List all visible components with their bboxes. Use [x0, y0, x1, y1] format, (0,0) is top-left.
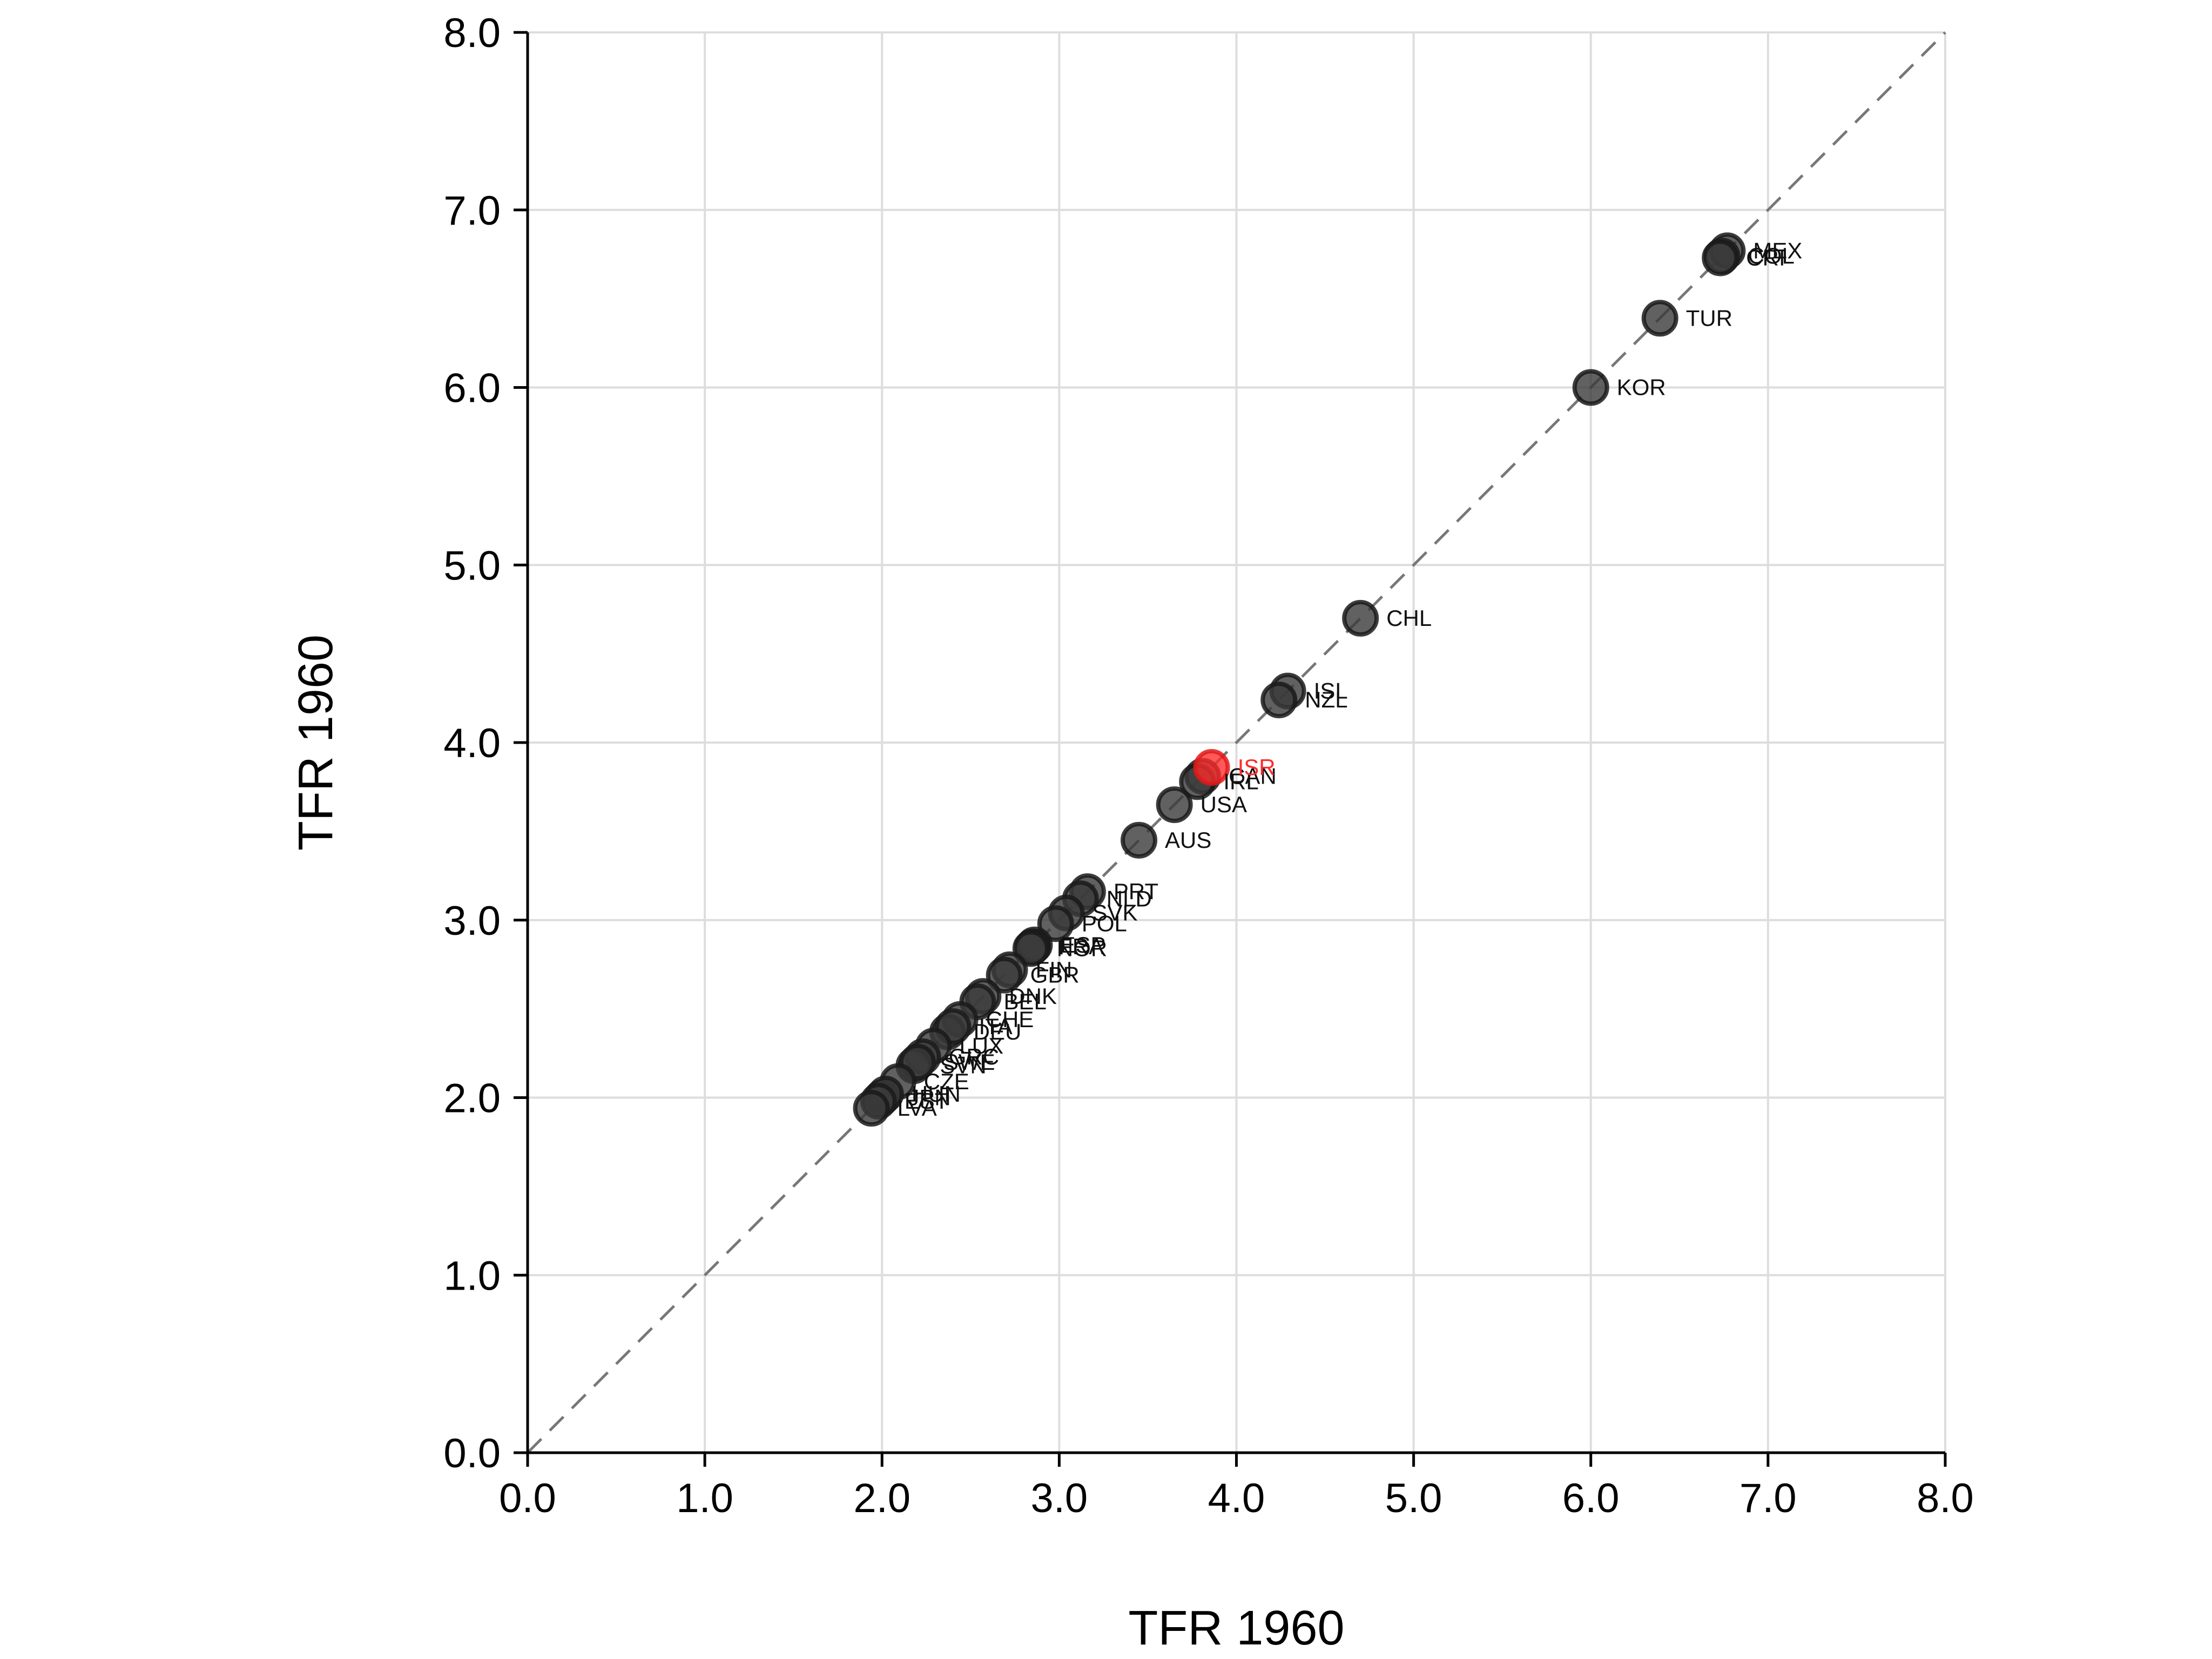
- x-axis-title: TFR 1960: [1128, 1601, 1344, 1655]
- x-tick-label: 5.0: [1385, 1475, 1442, 1521]
- data-label-irl: IRL: [1223, 768, 1258, 794]
- data-label-deu: DEU: [974, 1019, 1022, 1044]
- data-label-can: CAN: [1229, 763, 1277, 788]
- data-label-cri: CRI: [1746, 245, 1785, 271]
- data-point-lva: [853, 1090, 890, 1127]
- data-points: [853, 232, 1746, 1127]
- y-tick-label: 3.0: [443, 898, 501, 944]
- data-label-gbr: GBR: [1030, 962, 1080, 988]
- data-label-lux: LUX: [959, 1033, 1003, 1058]
- data-label-cze: CZE: [924, 1069, 969, 1094]
- data-label-kor: KOR: [1617, 375, 1666, 400]
- axes: 0.0 1.0 2.0 3.0 4.0 5.0 6.0 7.0 8.0 0.0 1.0 2.0 3.0 4…: [443, 10, 1973, 1521]
- y-tick-label: 6.0: [443, 366, 501, 412]
- data-label-pol: POL: [1082, 911, 1127, 936]
- x-tick-label: 4.0: [1208, 1475, 1265, 1521]
- data-point-nor: [1012, 930, 1049, 967]
- data-label-tur: TUR: [1686, 305, 1732, 331]
- y-tick-label: 7.0: [443, 188, 501, 234]
- data-label-nzl: NZL: [1305, 687, 1347, 712]
- y-tick-label: 4.0: [443, 720, 501, 766]
- x-tick-label: 7.0: [1739, 1475, 1797, 1521]
- x-tick-label: 1.0: [676, 1475, 733, 1521]
- data-label-dnk: DNK: [1009, 983, 1057, 1009]
- data-label-svn: SVN: [940, 1053, 986, 1078]
- x-tick-label: 6.0: [1562, 1475, 1620, 1521]
- data-label-est: EST: [905, 1088, 949, 1114]
- data-label-esp: ESP: [1060, 932, 1105, 957]
- data-point-nzl: [1260, 682, 1298, 719]
- y-tick-label: 2.0: [443, 1076, 501, 1122]
- data-label-usa: USA: [1201, 792, 1247, 817]
- y-tick-label: 0.0: [443, 1431, 501, 1476]
- data-label-che: CHE: [986, 1007, 1034, 1032]
- data-point-tur: [1641, 300, 1678, 337]
- data-label-nor: NOR: [1057, 935, 1107, 961]
- data-point-kor: [1572, 369, 1609, 406]
- data-label-jpn: JPN: [908, 1085, 950, 1110]
- data-label-nld: NLD: [1107, 886, 1152, 911]
- data-point-chl: [1342, 599, 1379, 637]
- data-label-hun: HUN: [912, 1081, 961, 1107]
- data-point-gbr: [986, 956, 1023, 994]
- data-label-svk: SVK: [1092, 900, 1138, 926]
- data-label-prt: PRT: [1114, 879, 1158, 904]
- data-label-isl: ISL: [1314, 678, 1348, 704]
- x-tick-label: 0.0: [499, 1475, 556, 1521]
- data-label-isr: ISR: [1238, 754, 1276, 780]
- y-tick-label: 1.0: [443, 1253, 501, 1299]
- data-label-chl: CHL: [1386, 605, 1432, 631]
- data-label-fra: FRA: [1058, 934, 1104, 959]
- y-tick-label: 8.0: [443, 10, 501, 56]
- x-tick-label: 3.0: [1031, 1475, 1088, 1521]
- data-point-usa: [1156, 786, 1193, 824]
- data-label-bel: BEL: [1003, 989, 1046, 1014]
- data-label-col: COL: [1748, 243, 1795, 268]
- data-point-aus: [1121, 821, 1158, 859]
- point-labels: MEXCOLCRITURKORCHLISLNZLCANIRLUSAAUSPRTN…: [898, 238, 1803, 1121]
- data-label-mex: MEX: [1753, 238, 1802, 263]
- data-point-pol: [1037, 905, 1074, 942]
- data-label-ita: ITA: [979, 1014, 1013, 1039]
- data-label-grc: GRC: [949, 1044, 999, 1069]
- data-point-cri: [1702, 239, 1739, 276]
- data-label-aus: AUS: [1165, 827, 1211, 853]
- y-tick-label: 5.0: [443, 543, 501, 589]
- x-tick-label: 2.0: [853, 1475, 911, 1521]
- grid: [527, 31, 1946, 1454]
- data-label-fin: FIN: [1036, 957, 1073, 982]
- data-label-swe: SWE: [943, 1049, 995, 1075]
- x-tick-label: 8.0: [1917, 1475, 1974, 1521]
- data-label-lva: LVA: [898, 1095, 937, 1121]
- data-point-isr: [1193, 749, 1230, 786]
- y-axis-title: TFR 1960: [289, 635, 343, 851]
